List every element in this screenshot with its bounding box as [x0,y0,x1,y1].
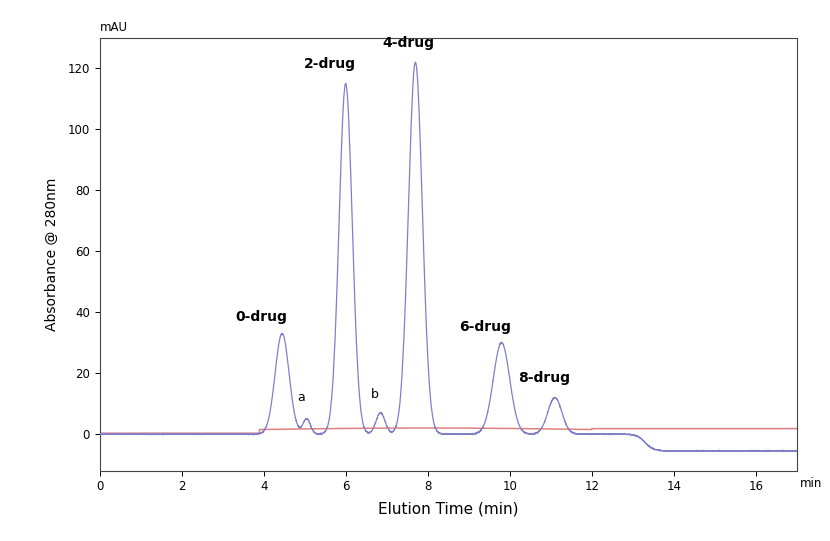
Text: 6-drug: 6-drug [459,320,511,333]
Text: min: min [800,477,823,490]
Text: 0-drug: 0-drug [236,311,287,325]
Text: 2-drug: 2-drug [304,57,356,71]
Text: b: b [371,387,379,400]
Text: 8-drug: 8-drug [519,371,570,385]
X-axis label: Elution Time (min): Elution Time (min) [378,502,519,517]
Text: 4-drug: 4-drug [382,36,434,50]
Text: a: a [297,391,305,404]
Y-axis label: Absorbance @ 280nm: Absorbance @ 280nm [45,177,59,331]
Text: mAU: mAU [100,21,128,34]
